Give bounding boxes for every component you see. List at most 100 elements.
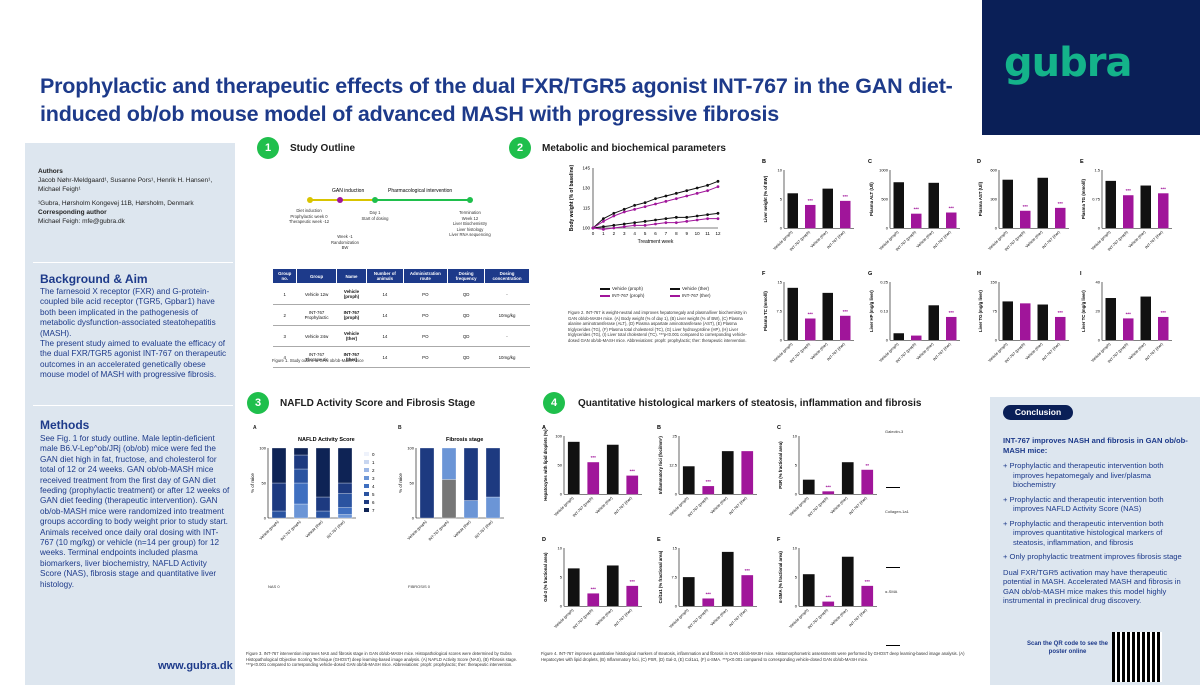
panel-label: I — [1080, 271, 1082, 277]
panel-label: B — [657, 425, 661, 431]
bar — [1055, 207, 1066, 229]
x-tick-label: Vehicle (proph) — [554, 608, 575, 629]
bar-chart-4d: D 0 5 10 Gal-3 (% fractional area) Vehicle (p… — [542, 537, 642, 630]
y-tick-label: 145 — [582, 166, 590, 171]
data-point — [664, 217, 668, 221]
y-tick-label: 0 — [886, 226, 889, 231]
data-point — [664, 199, 668, 203]
data-point — [685, 219, 689, 223]
significance-label: *** — [808, 311, 814, 316]
x-tick-label: Vehicle (ther) — [595, 496, 614, 515]
stack-segment — [441, 447, 457, 480]
authors-label: Authors — [38, 168, 63, 175]
y-axis-label: α-SMA (% fractional area) — [778, 551, 783, 603]
scale-bar — [886, 487, 900, 488]
stack-segment — [337, 514, 353, 519]
significance-label: *** — [1058, 310, 1064, 315]
section-2-number: 2 — [509, 137, 531, 159]
bar — [626, 475, 639, 495]
data-point — [716, 185, 720, 189]
y-tick-label: 15 — [673, 546, 678, 551]
authors-list: Jacob Nøhr-Meldgaard¹, Susanne Pors¹, He… — [38, 177, 213, 193]
x-axis-label: Treatment week — [638, 239, 674, 245]
bar-chart-4e: E 0 7.5 15 Col1a1 (% fractional area) Vehicle… — [657, 537, 757, 630]
table-cell: INT-767 (ther) — [336, 346, 367, 368]
y-tick-label: 100 — [259, 446, 266, 451]
section-4-title: Quantitative histological markers of ste… — [578, 398, 922, 409]
stack-segment — [271, 447, 287, 484]
data-point — [664, 194, 668, 198]
significance-label: *** — [826, 595, 832, 600]
data-point — [706, 189, 709, 193]
bar — [822, 188, 833, 229]
y-axis-label: Liver TC (mg/g liver) — [1081, 290, 1086, 332]
y-tick-label: 20 — [1096, 309, 1101, 314]
bar — [840, 200, 851, 229]
significance-label: *** — [949, 310, 955, 315]
y-tick-label: 5 — [780, 197, 783, 202]
y-tick-label: 0 — [675, 492, 678, 497]
bar — [741, 575, 754, 607]
stack-segment — [293, 503, 309, 519]
website-link[interactable]: www.gubra.dk — [158, 660, 233, 672]
bar — [702, 598, 715, 607]
bar — [928, 305, 939, 341]
bar — [893, 333, 904, 341]
x-tick-label: Vehicle (ther) — [595, 608, 614, 627]
bar — [893, 182, 904, 229]
data-point — [643, 223, 647, 227]
corr-author: Michael Feigh: mfe@gubra.dk — [38, 218, 125, 225]
legend-label: 1 — [372, 460, 375, 465]
data-point — [591, 226, 595, 230]
legend-entry: Vehicle (proph) — [600, 285, 670, 292]
y-tick-label: 5 — [795, 575, 798, 580]
x-tick-label: INT-767 (proph) — [687, 608, 709, 630]
legend-label: 2 — [372, 468, 375, 473]
bar — [1020, 210, 1031, 229]
table-cell: Vehicle 24w — [296, 325, 337, 347]
x-tick-label: Vehicle (proph) — [407, 519, 428, 540]
data-point — [706, 217, 709, 221]
stain-label-asma: α-SMA — [885, 589, 898, 594]
section-4-number: 4 — [543, 392, 565, 414]
stack-segment — [463, 500, 479, 519]
y-axis-label: Body weight (% of baseline) — [569, 164, 575, 231]
y-tick-label: 0 — [780, 226, 783, 231]
x-tick-label: Vehicle (ther) — [710, 608, 729, 627]
legend-label: INT-767 (proph) — [612, 293, 645, 298]
bar — [721, 451, 734, 495]
nas-footer: NAS 0 — [268, 584, 280, 589]
x-tick-label: INT-767 (ther) — [826, 230, 846, 250]
conclusion-panel — [990, 397, 1200, 685]
y-tick-label: 1.5 — [1094, 168, 1100, 173]
bar — [946, 212, 957, 229]
y-tick-label: 40 — [1096, 280, 1101, 285]
data-point — [612, 223, 616, 227]
data-point — [706, 213, 709, 217]
stack-segment — [337, 507, 353, 515]
x-tick-label: Vehicle (ther) — [830, 496, 849, 515]
legend-label: 7 — [372, 508, 375, 513]
stack-segment — [271, 482, 287, 512]
bar — [822, 491, 835, 495]
y-tick-label: 75 — [993, 309, 998, 314]
data-point — [716, 211, 720, 215]
y-axis-label: Liver weight (% of BW) — [763, 175, 768, 222]
table-cell: 2 — [272, 304, 297, 326]
x-tick-label: 7 — [665, 231, 668, 236]
bar — [626, 585, 639, 607]
qr-code[interactable] — [1112, 632, 1162, 682]
y-tick-label: 25 — [673, 434, 678, 439]
conclusion-bullet: + Prophylactic and therapeutic intervent… — [1003, 518, 1164, 547]
table-cell: 4 — [272, 346, 297, 368]
bar — [606, 565, 619, 607]
legend-swatch — [364, 508, 369, 512]
legend-swatch — [364, 476, 369, 480]
timeline-dot — [467, 197, 473, 203]
bar — [841, 462, 854, 495]
data-point — [685, 194, 689, 198]
legend-swatch — [364, 492, 369, 496]
legend-label: 0 — [372, 452, 375, 457]
